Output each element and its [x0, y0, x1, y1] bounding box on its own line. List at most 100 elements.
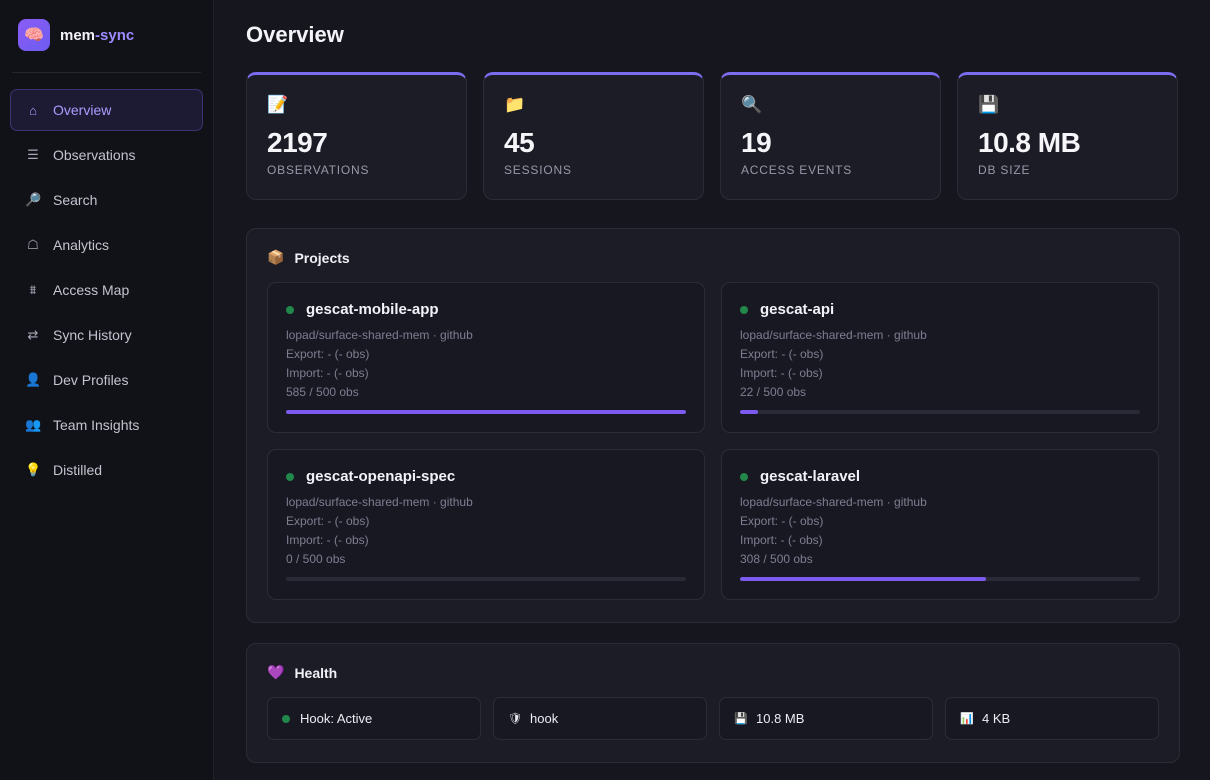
sidebar: 🧠 mem-sync ⌂ Overview ☰ Observations 🔎 Search…	[0, 0, 214, 780]
brain-logo-icon: 🧠	[18, 19, 50, 51]
health-item: 💾 10.8 MB	[719, 697, 933, 740]
stat-card: 📁 45 SESSIONS	[483, 72, 704, 200]
project-export: Export: - (- obs)	[286, 347, 370, 361]
divider	[12, 72, 201, 73]
progress-bar	[286, 410, 686, 414]
stat-card: 💾 10.8 MB DB SIZE	[957, 72, 1178, 200]
health-panel: 💜 Health Hook: Active 🛡 hook 💾 10.8 MB 📊 4 KB	[246, 643, 1180, 763]
sidebar-item-observations[interactable]: ☰ Observations	[10, 134, 203, 176]
project-count: 585 / 500 obs	[286, 385, 359, 399]
project-repo: lopad/surface-shared-mem · github	[740, 328, 927, 342]
brand-name-accent: -sync	[95, 26, 135, 44]
health-label: 4 KB	[982, 711, 1011, 726]
health-label: Hook: Active	[300, 711, 373, 726]
health-item: 📊 4 KB	[945, 697, 1159, 740]
stat-card: 🔍 19 ACCESS EVENTS	[720, 72, 941, 200]
floppy-icon: 💾	[734, 713, 748, 725]
map-icon: ⩩	[29, 282, 37, 297]
project-card[interactable]: gescat-mobile-app lopad/surface-shared-me…	[267, 282, 705, 433]
brand[interactable]: 🧠 mem-sync	[10, 16, 203, 52]
project-card[interactable]: gescat-laravel lopad/surface-shared-mem ·…	[721, 449, 1159, 600]
health-label: hook	[530, 711, 559, 726]
sidebar-item-label: Sync History	[53, 327, 132, 343]
project-repo: lopad/surface-shared-mem · github	[286, 495, 473, 509]
home-icon: ⌂	[29, 102, 37, 118]
sidebar-item-analytics[interactable]: ☖ Analytics	[10, 224, 203, 266]
project-count: 0 / 500 obs	[286, 552, 346, 566]
project-count: 308 / 500 obs	[740, 552, 813, 566]
status-dot-icon	[740, 472, 748, 481]
project-import: Import: - (- obs)	[740, 533, 823, 547]
progress-fill	[740, 410, 758, 414]
memo-icon: 📝	[267, 95, 289, 114]
stat-label: SESSIONS	[504, 163, 572, 177]
status-dot-icon	[286, 472, 294, 481]
health-item: Hook: Active	[267, 697, 481, 740]
project-export: Export: - (- obs)	[740, 347, 824, 361]
search-icon: 🔍	[741, 95, 763, 114]
stat-value: 19	[741, 127, 772, 158]
stat-label: OBSERVATIONS	[267, 163, 370, 177]
project-export: Export: - (- obs)	[740, 514, 824, 528]
project-count: 22 / 500 obs	[740, 385, 807, 399]
sidebar-item-search[interactable]: 🔎 Search	[10, 179, 203, 221]
chart-icon: 📊	[960, 713, 974, 725]
sidebar-item-sync-history[interactable]: ⇄ Sync History	[10, 314, 203, 356]
project-header: gescat-laravel	[740, 468, 1140, 485]
sidebar-item-dev-profiles[interactable]: 👤 Dev Profiles	[10, 359, 203, 401]
health-grid: Hook: Active 🛡 hook 💾 10.8 MB 📊 4 KB	[267, 697, 1159, 740]
status-dot-icon	[286, 305, 294, 314]
project-repo: lopad/surface-shared-mem · github	[286, 328, 473, 342]
health-header: 💜 Health	[267, 664, 1159, 681]
sidebar-nav: ⌂ Overview ☰ Observations 🔎 Search ☖ Analytics ⩩…	[10, 89, 203, 491]
package-icon: 📦	[267, 249, 285, 265]
sidebar-item-label: Team Insights	[53, 417, 140, 433]
sidebar-item-label: Dev Profiles	[53, 372, 129, 388]
projects-header: 📦 Projects	[267, 249, 1159, 266]
projects-grid: gescat-mobile-app lopad/surface-shared-me…	[267, 282, 1159, 600]
progress-fill	[286, 410, 686, 414]
project-import: Import: - (- obs)	[740, 366, 823, 380]
sync-icon: ⇄	[27, 327, 39, 342]
sidebar-item-access-map[interactable]: ⩩ Access Map	[10, 269, 203, 311]
project-card[interactable]: gescat-api lopad/surface-shared-mem · git…	[721, 282, 1159, 433]
progress-bar	[740, 410, 1140, 414]
main-content: Overview 📝 2197 OBSERVATIONS 📁 45 SESSIONS 🔍 19…	[214, 0, 1210, 780]
project-import: Import: - (- obs)	[286, 533, 369, 547]
projects-panel: 📦 Projects gescat-mobile-app lopad/surfac…	[246, 228, 1180, 623]
health-title: Health	[294, 664, 338, 681]
brand-name-main: mem	[60, 26, 96, 44]
sidebar-item-label: Observations	[53, 147, 136, 163]
brand-name: mem-sync	[60, 27, 134, 44]
progress-bar	[286, 577, 686, 581]
status-dot-icon	[740, 305, 748, 314]
stat-label: ACCESS EVENTS	[741, 163, 853, 177]
page-title: Overview	[246, 22, 344, 47]
stat-label: DB SIZE	[978, 163, 1031, 177]
project-name: gescat-api	[760, 301, 835, 318]
stat-value: 2197	[267, 127, 328, 158]
project-name: gescat-mobile-app	[306, 301, 439, 318]
project-name: gescat-laravel	[760, 468, 861, 485]
magnifier-icon: 🔎	[25, 192, 42, 207]
project-card[interactable]: gescat-openapi-spec lopad/surface-shared-…	[267, 449, 705, 600]
project-header: gescat-openapi-spec	[286, 468, 686, 485]
project-export: Export: - (- obs)	[286, 514, 370, 528]
sidebar-item-team-insights[interactable]: 👥 Team Insights	[10, 404, 203, 446]
sidebar-item-overview[interactable]: ⌂ Overview	[10, 89, 203, 131]
health-label: 10.8 MB	[756, 711, 805, 726]
project-header: gescat-mobile-app	[286, 301, 686, 318]
shield-icon: 🛡	[508, 713, 522, 725]
stats-row: 📝 2197 OBSERVATIONS 📁 45 SESSIONS 🔍 19 ACCESS EV…	[246, 72, 1180, 200]
floppy-icon: 💾	[978, 95, 1000, 114]
sidebar-item-label: Overview	[53, 102, 112, 118]
heart-icon: 💜	[267, 664, 285, 680]
stat-card: 📝 2197 OBSERVATIONS	[246, 72, 467, 200]
sidebar-item-distilled[interactable]: 💡 Distilled	[10, 449, 203, 491]
stat-value: 10.8 MB	[978, 127, 1081, 158]
bell-icon: ☖	[27, 237, 39, 252]
sidebar-item-label: Access Map	[53, 282, 130, 298]
project-import: Import: - (- obs)	[286, 366, 369, 380]
sidebar-item-label: Distilled	[53, 462, 103, 478]
status-dot-icon	[282, 714, 290, 723]
